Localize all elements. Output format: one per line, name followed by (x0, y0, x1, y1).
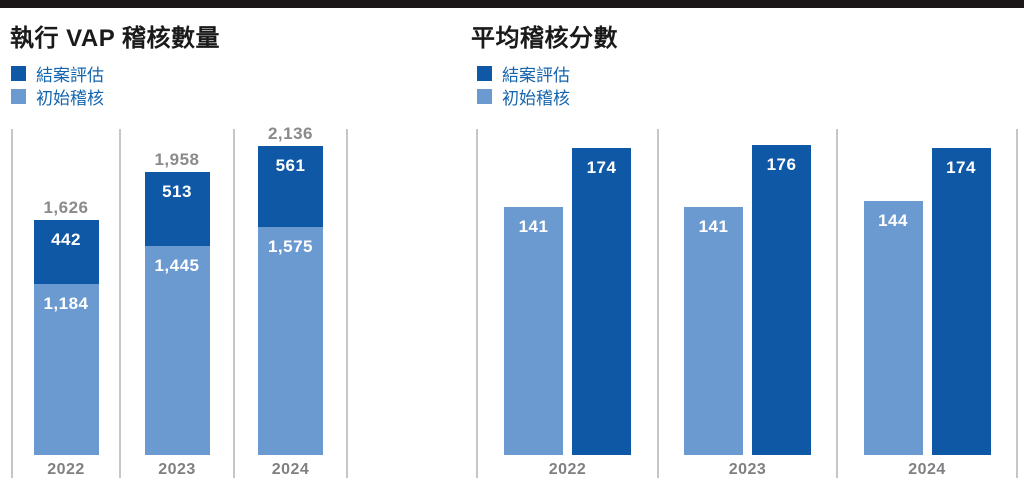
bar-closure-evaluation (752, 144, 811, 455)
year-label: 2023 (728, 461, 767, 478)
gridline (11, 129, 13, 478)
year-label: 2023 (158, 461, 196, 478)
legend-item-closure-evaluation: 結案評估 (11, 62, 104, 85)
segment-value-label: 1,575 (267, 237, 314, 257)
segment-value-label: 1,184 (43, 293, 89, 313)
segment-value-label: 561 (275, 155, 306, 175)
bar-segment-initial-audit (258, 227, 323, 455)
segment-value-label: 1,445 (154, 255, 200, 275)
gridline (836, 129, 838, 478)
legend-item-initial-audit: 初始稽核 (477, 85, 570, 108)
year-label: 2024 (271, 461, 310, 478)
legend-label-initial-audit: 初始稽核 (36, 89, 104, 108)
legend-swatch-initial-audit (11, 89, 26, 104)
gridline (657, 129, 659, 478)
total-label: 2,136 (267, 123, 314, 143)
legend-average-audit-score: 結案評估 初始稽核 (477, 62, 570, 108)
total-label: 1,626 (43, 197, 89, 217)
legend-label-closure-evaluation: 結案評估 (36, 66, 104, 85)
gridline (346, 129, 348, 478)
legend-item-closure-evaluation: 結案評估 (477, 62, 570, 85)
bar-initial-audit (863, 201, 923, 455)
legend-label-closure-evaluation: 結案評估 (502, 66, 570, 85)
bar-value-label: 141 (518, 216, 549, 236)
gridline (1016, 129, 1018, 478)
bar-segment-closure-evaluation (33, 219, 99, 284)
top-accent-bar (0, 0, 1024, 8)
year-label: 2022 (47, 461, 85, 478)
bar-initial-audit (684, 206, 743, 455)
legend-label-initial-audit: 初始稽核 (502, 89, 570, 108)
bar-value-label: 174 (946, 158, 976, 178)
legend-swatch-initial-audit (477, 89, 492, 104)
bar-closure-evaluation (572, 148, 631, 455)
legend-vap-audit-count: 結案評估 初始稽核 (11, 62, 104, 108)
legend-swatch-closure-evaluation (477, 66, 492, 81)
chart-title-vap-audit-count: 執行 VAP 稽核數量 (10, 25, 220, 52)
bar-segment-closure-evaluation (144, 171, 210, 246)
bar-initial-audit (504, 206, 563, 455)
bar-value-label: 176 (766, 154, 797, 174)
bar-segment-closure-evaluation (258, 145, 323, 228)
bar-segment-initial-audit (144, 245, 210, 455)
legend-swatch-closure-evaluation (11, 66, 26, 81)
bar-value-label: 141 (698, 216, 729, 236)
total-label: 1,958 (154, 149, 200, 169)
gridline (233, 129, 235, 478)
gridline (476, 129, 478, 478)
legend-item-initial-audit: 初始稽核 (11, 85, 104, 108)
chart-title-average-audit-score: 平均稽核分數 (471, 25, 618, 52)
bar-value-label: 174 (586, 158, 617, 178)
bar-value-label: 144 (878, 211, 908, 231)
year-label: 2022 (548, 461, 587, 478)
gridline (119, 129, 121, 478)
segment-value-label: 513 (162, 181, 192, 201)
year-label: 2024 (908, 461, 946, 478)
segment-value-label: 442 (51, 229, 81, 249)
bar-segment-initial-audit (33, 283, 99, 455)
bar-closure-evaluation (931, 148, 991, 455)
